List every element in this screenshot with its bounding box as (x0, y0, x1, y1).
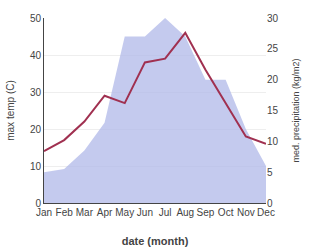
svg-text:15: 15 (267, 105, 279, 116)
svg-text:5: 5 (267, 167, 273, 178)
svg-text:May: May (115, 207, 134, 218)
svg-text:0: 0 (267, 198, 273, 209)
svg-text:max temp (C): max temp (C) (5, 80, 16, 141)
svg-text:25: 25 (267, 43, 279, 54)
svg-text:10: 10 (267, 136, 279, 147)
svg-text:Aug: Aug (176, 207, 194, 218)
svg-text:30: 30 (30, 87, 42, 98)
svg-text:Jul: Jul (159, 207, 172, 218)
svg-text:Jan: Jan (36, 207, 52, 218)
svg-text:40: 40 (30, 50, 42, 61)
svg-text:20: 20 (30, 124, 42, 135)
svg-text:Sep: Sep (197, 207, 215, 218)
svg-text:30: 30 (267, 13, 279, 24)
svg-text:Mar: Mar (76, 207, 94, 218)
svg-text:Jun: Jun (137, 207, 153, 218)
svg-text:date (month): date (month) (122, 235, 189, 247)
svg-text:Apr: Apr (97, 207, 113, 218)
svg-text:50: 50 (30, 13, 42, 24)
svg-text:Nov: Nov (237, 207, 255, 218)
svg-text:Feb: Feb (56, 207, 74, 218)
svg-text:20: 20 (267, 74, 279, 85)
svg-text:10: 10 (30, 161, 42, 172)
svg-text:med. precipitation (kg/m2): med. precipitation (kg/m2) (291, 58, 301, 162)
svg-text:Dec: Dec (257, 207, 275, 218)
svg-text:Oct: Oct (218, 207, 234, 218)
svg-text:0: 0 (35, 198, 41, 209)
